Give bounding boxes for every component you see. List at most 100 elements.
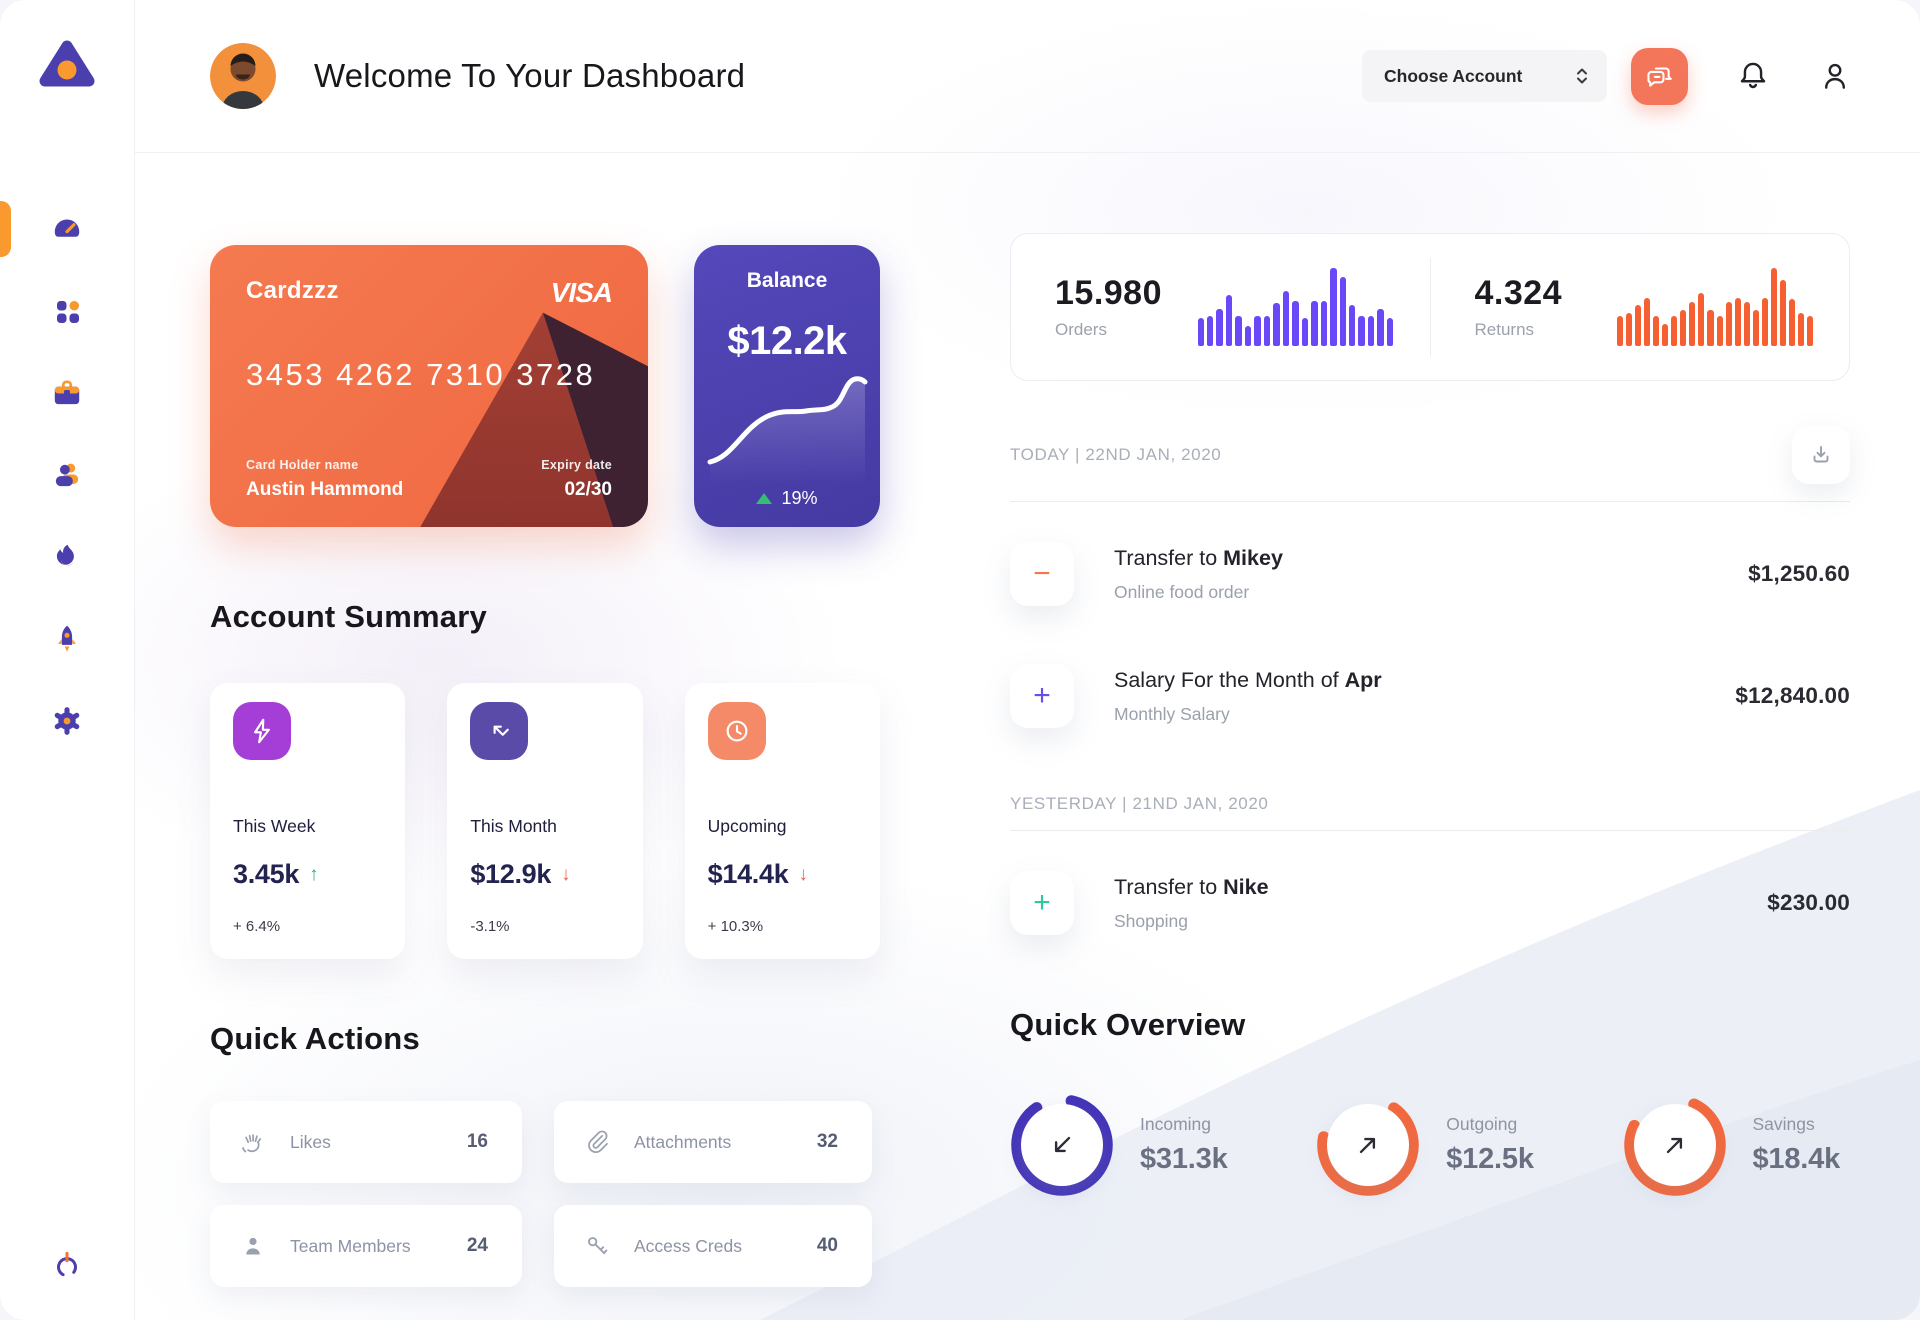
sidebar-item-portfolio[interactable] xyxy=(0,376,134,410)
chat-icon xyxy=(1646,67,1672,87)
right-column: 15.980 Orders 4.324 Returns xyxy=(1010,153,1850,1320)
summary-label: This Month xyxy=(470,816,557,836)
header-actions: Choose Account xyxy=(1362,47,1852,105)
sidebar-item-trending[interactable] xyxy=(0,540,134,574)
balance-amount: $12.2k xyxy=(727,319,847,363)
credit-card[interactable]: Cardzzz VISA 3453 4262 7310 3728 Card Ho… xyxy=(210,245,648,527)
card-name: Cardzzz xyxy=(246,277,339,304)
summary-card-week[interactable]: This Week 3.45k ↑ + 6.4% xyxy=(210,683,406,959)
transaction-row-nike[interactable]: + Transfer to Nike Shopping $230.00 xyxy=(1010,871,1850,935)
transaction-title: Salary For the Month of Apr xyxy=(1114,667,1382,692)
balance-card[interactable]: Balance $12.2k xyxy=(694,245,880,527)
messages-button[interactable] xyxy=(1631,47,1688,105)
member-icon xyxy=(246,1237,260,1255)
arrow-up-right-icon xyxy=(1666,1137,1682,1154)
download-button[interactable] xyxy=(1792,426,1850,484)
summary-card-upcoming[interactable]: Upcoming $14.4k ↓ + 10.3% xyxy=(684,683,880,959)
header: Welcome To Your Dashboard Choose Account xyxy=(135,0,1920,153)
account-selector-label: Choose Account xyxy=(1384,65,1523,86)
transaction-title: Transfer to Nike xyxy=(1114,874,1269,899)
summary-cards: This Week 3.45k ↑ + 6.4% This Month xyxy=(210,683,880,959)
card-expiry-date: 02/30 xyxy=(564,479,612,500)
date-label: TODAY | 22ND JAN, 2020 xyxy=(1010,445,1222,464)
transaction-row-salary[interactable]: + Salary For the Month of Apr Monthly Sa… xyxy=(1010,664,1850,728)
cards-row: Cardzzz VISA 3453 4262 7310 3728 Card Ho… xyxy=(210,245,880,527)
transaction-title: Transfer to Mikey xyxy=(1114,545,1283,570)
balance-trend-value: 19% xyxy=(781,488,818,508)
quick-action-likes[interactable]: Likes 16 xyxy=(210,1101,522,1183)
summary-label: This Week xyxy=(233,816,316,836)
content: Cardzzz VISA 3453 4262 7310 3728 Card Ho… xyxy=(135,153,1920,1320)
card-expiry-label: Expiry date xyxy=(541,458,612,472)
sidebar-item-settings[interactable] xyxy=(0,704,134,738)
account-selector[interactable]: Choose Account xyxy=(1362,50,1607,102)
quick-action-count: 16 xyxy=(466,1131,488,1152)
card-holder-name: Austin Hammond xyxy=(246,479,404,500)
lightning-icon xyxy=(233,702,291,760)
main-area: Welcome To Your Dashboard Choose Account xyxy=(135,0,1920,1320)
sidebar-item-dashboard[interactable] xyxy=(0,201,134,257)
returns-bar-chart xyxy=(1617,268,1814,346)
sidebar-item-apps[interactable] xyxy=(0,294,134,328)
quick-overview-heading: Quick Overview xyxy=(1010,1007,1246,1042)
quick-action-access-creds[interactable]: Access Creds 40 xyxy=(554,1205,872,1287)
trend-up-icon: ↑ xyxy=(309,863,319,885)
transactions-header-yesterday: YESTERDAY | 21ND JAN, 2020 xyxy=(1010,794,1850,814)
clock-icon xyxy=(707,702,766,760)
overview-outgoing: Outgoing $12.5k xyxy=(1316,1093,1534,1197)
trend-down-icon: ↓ xyxy=(798,863,808,885)
summary-label: Upcoming xyxy=(707,816,787,836)
summary-card-month[interactable]: This Month $12.9k ↓ -3.1% xyxy=(447,683,643,959)
visa-logo: VISA xyxy=(550,277,613,308)
quick-action-label: Attachments xyxy=(634,1131,732,1152)
arrow-down-left-icon xyxy=(1054,1136,1071,1153)
transaction-amount: $12,840.00 xyxy=(1735,683,1850,708)
summary-value: 3.45k xyxy=(233,859,300,889)
quick-action-attachments[interactable]: Attachments 32 xyxy=(554,1101,872,1183)
arrow-up-right-icon xyxy=(1360,1137,1376,1154)
sidebar-nav xyxy=(0,201,134,738)
rocket-icon xyxy=(58,625,76,652)
gear-icon xyxy=(54,707,80,735)
transaction-subtitle: Online food order xyxy=(1114,581,1250,602)
notifications-button[interactable] xyxy=(1736,59,1770,93)
orders-returns-card: 15.980 Orders 4.324 Returns xyxy=(1010,233,1850,381)
key-icon xyxy=(588,1237,608,1255)
sidebar xyxy=(0,0,135,1320)
summary-delta: + 6.4% xyxy=(233,918,281,935)
summary-value: $12.9k xyxy=(470,859,552,889)
divider xyxy=(1010,501,1850,502)
grid-icon xyxy=(57,301,79,323)
balance-sparkline xyxy=(707,376,868,484)
trend-down-icon: ↓ xyxy=(561,863,571,885)
avatar-photo xyxy=(210,43,276,109)
profile-button[interactable] xyxy=(1818,59,1852,93)
overview-incoming: Incoming $31.3k xyxy=(1010,1093,1228,1197)
triangle-logo-icon xyxy=(39,40,95,87)
bell-icon xyxy=(1740,62,1766,89)
quick-action-label: Likes xyxy=(290,1131,331,1152)
transaction-amount: $230.00 xyxy=(1767,890,1850,915)
quick-action-count: 32 xyxy=(816,1131,838,1152)
up-arrow-icon xyxy=(756,493,773,504)
sidebar-item-users[interactable] xyxy=(0,458,134,492)
plus-icon: + xyxy=(1010,871,1074,935)
sidebar-item-launch[interactable] xyxy=(0,622,134,656)
user-avatar[interactable] xyxy=(210,43,276,109)
app-logo[interactable] xyxy=(38,36,96,94)
returns-value: 4.324 xyxy=(1474,274,1563,312)
quick-action-count: 24 xyxy=(466,1235,488,1256)
overview-value: $18.4k xyxy=(1752,1143,1841,1175)
power-icon xyxy=(57,1251,77,1278)
quick-action-count: 40 xyxy=(816,1235,838,1256)
overview-value: $31.3k xyxy=(1140,1143,1228,1175)
minus-icon: − xyxy=(1010,542,1074,606)
quick-action-team-members[interactable]: Team Members 24 xyxy=(210,1205,522,1287)
card-holder-label: Card Holder name xyxy=(246,458,359,472)
orders-bar-chart xyxy=(1197,268,1394,346)
left-column: Cardzzz VISA 3453 4262 7310 3728 Card Ho… xyxy=(210,153,880,1320)
logout-button[interactable] xyxy=(0,1248,134,1282)
summary-delta: -3.1% xyxy=(470,918,510,935)
transaction-row-mikey[interactable]: − Transfer to Mikey Online food order $1… xyxy=(1010,542,1850,606)
